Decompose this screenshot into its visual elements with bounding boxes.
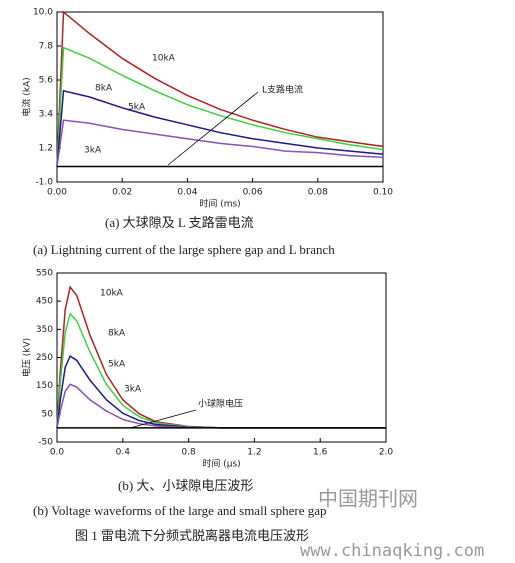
caption-a-cn: (a) 大球隙及 L 支路雷电流 [105,215,254,230]
x-tick-label: 0.08 [308,188,328,198]
plot-frame [56,11,384,183]
y-tick-label: 550 [36,269,53,279]
y-tick-label: -1.0 [35,178,53,188]
series-label: 小球隙电压 [198,398,243,410]
y-tick-label: 250 [36,353,53,363]
x-tick-label: 0.02 [112,188,132,198]
x-tick-label: 0.06 [243,188,263,198]
series-label: 5kA [108,360,126,370]
series-line [56,354,386,429]
y-tick-label: 3.4 [39,110,54,120]
series-line [56,89,384,167]
x-tick-label: 1.6 [313,448,328,458]
watermark-url: www.chinaqking.com [300,541,484,561]
series-label: L支路电流 [262,84,303,96]
series-label: 10kA [100,289,124,299]
annotation-arrow [129,409,197,429]
x-axis-label: 时间 (μs) [202,458,240,470]
y-tick-label: 150 [36,381,53,391]
x-tick-label: 0.8 [181,448,196,458]
x-tick-label: 2.0 [379,448,394,458]
y-tick-label: 50 [42,409,54,419]
x-tick-label: 0.00 [47,188,67,198]
y-tick-label: 450 [36,297,53,307]
series-line [56,46,384,167]
series-label: 8kA [108,329,126,339]
x-tick-label: 0.4 [116,448,131,458]
annotation-arrow [167,91,259,166]
y-axis-label: 电压 (kV) [21,338,33,377]
caption-b-cn: (b) 大、小球隙电压波形 [118,478,253,493]
caption-a-en: (a) Lightning current of the large spher… [33,242,335,257]
y-tick-label: -50 [38,438,53,448]
y-tick-label: 5.6 [39,76,54,86]
x-tick-label: 1.2 [247,448,261,458]
x-tick-label: 0.04 [177,188,197,198]
y-tick-label: 350 [36,325,53,335]
figure-caption: 图 1 雷电流下分频式脱离器电流电压波形 [75,528,309,543]
y-tick-label: 10.0 [33,8,53,18]
y-tick-label: 7.8 [39,42,54,52]
y-axis-label: 电流 (kA) [21,77,33,116]
series-line [56,10,384,167]
series-line [56,119,384,167]
series-label: 5kA [128,103,146,113]
series-label: 10kA [152,54,176,64]
caption-b-en: (b) Voltage waveforms of the large and s… [33,503,327,518]
watermark: 中国期刊网 [318,487,418,511]
series-label: 3kA [124,385,142,395]
x-axis-label: 时间 (ms) [199,198,240,210]
y-tick-label: 1.2 [39,144,53,154]
series-label: 8kA [95,84,113,94]
x-tick-label: 0.10 [373,188,393,198]
series-label: 3kA [84,146,102,156]
x-tick-label: 0.0 [50,448,65,458]
